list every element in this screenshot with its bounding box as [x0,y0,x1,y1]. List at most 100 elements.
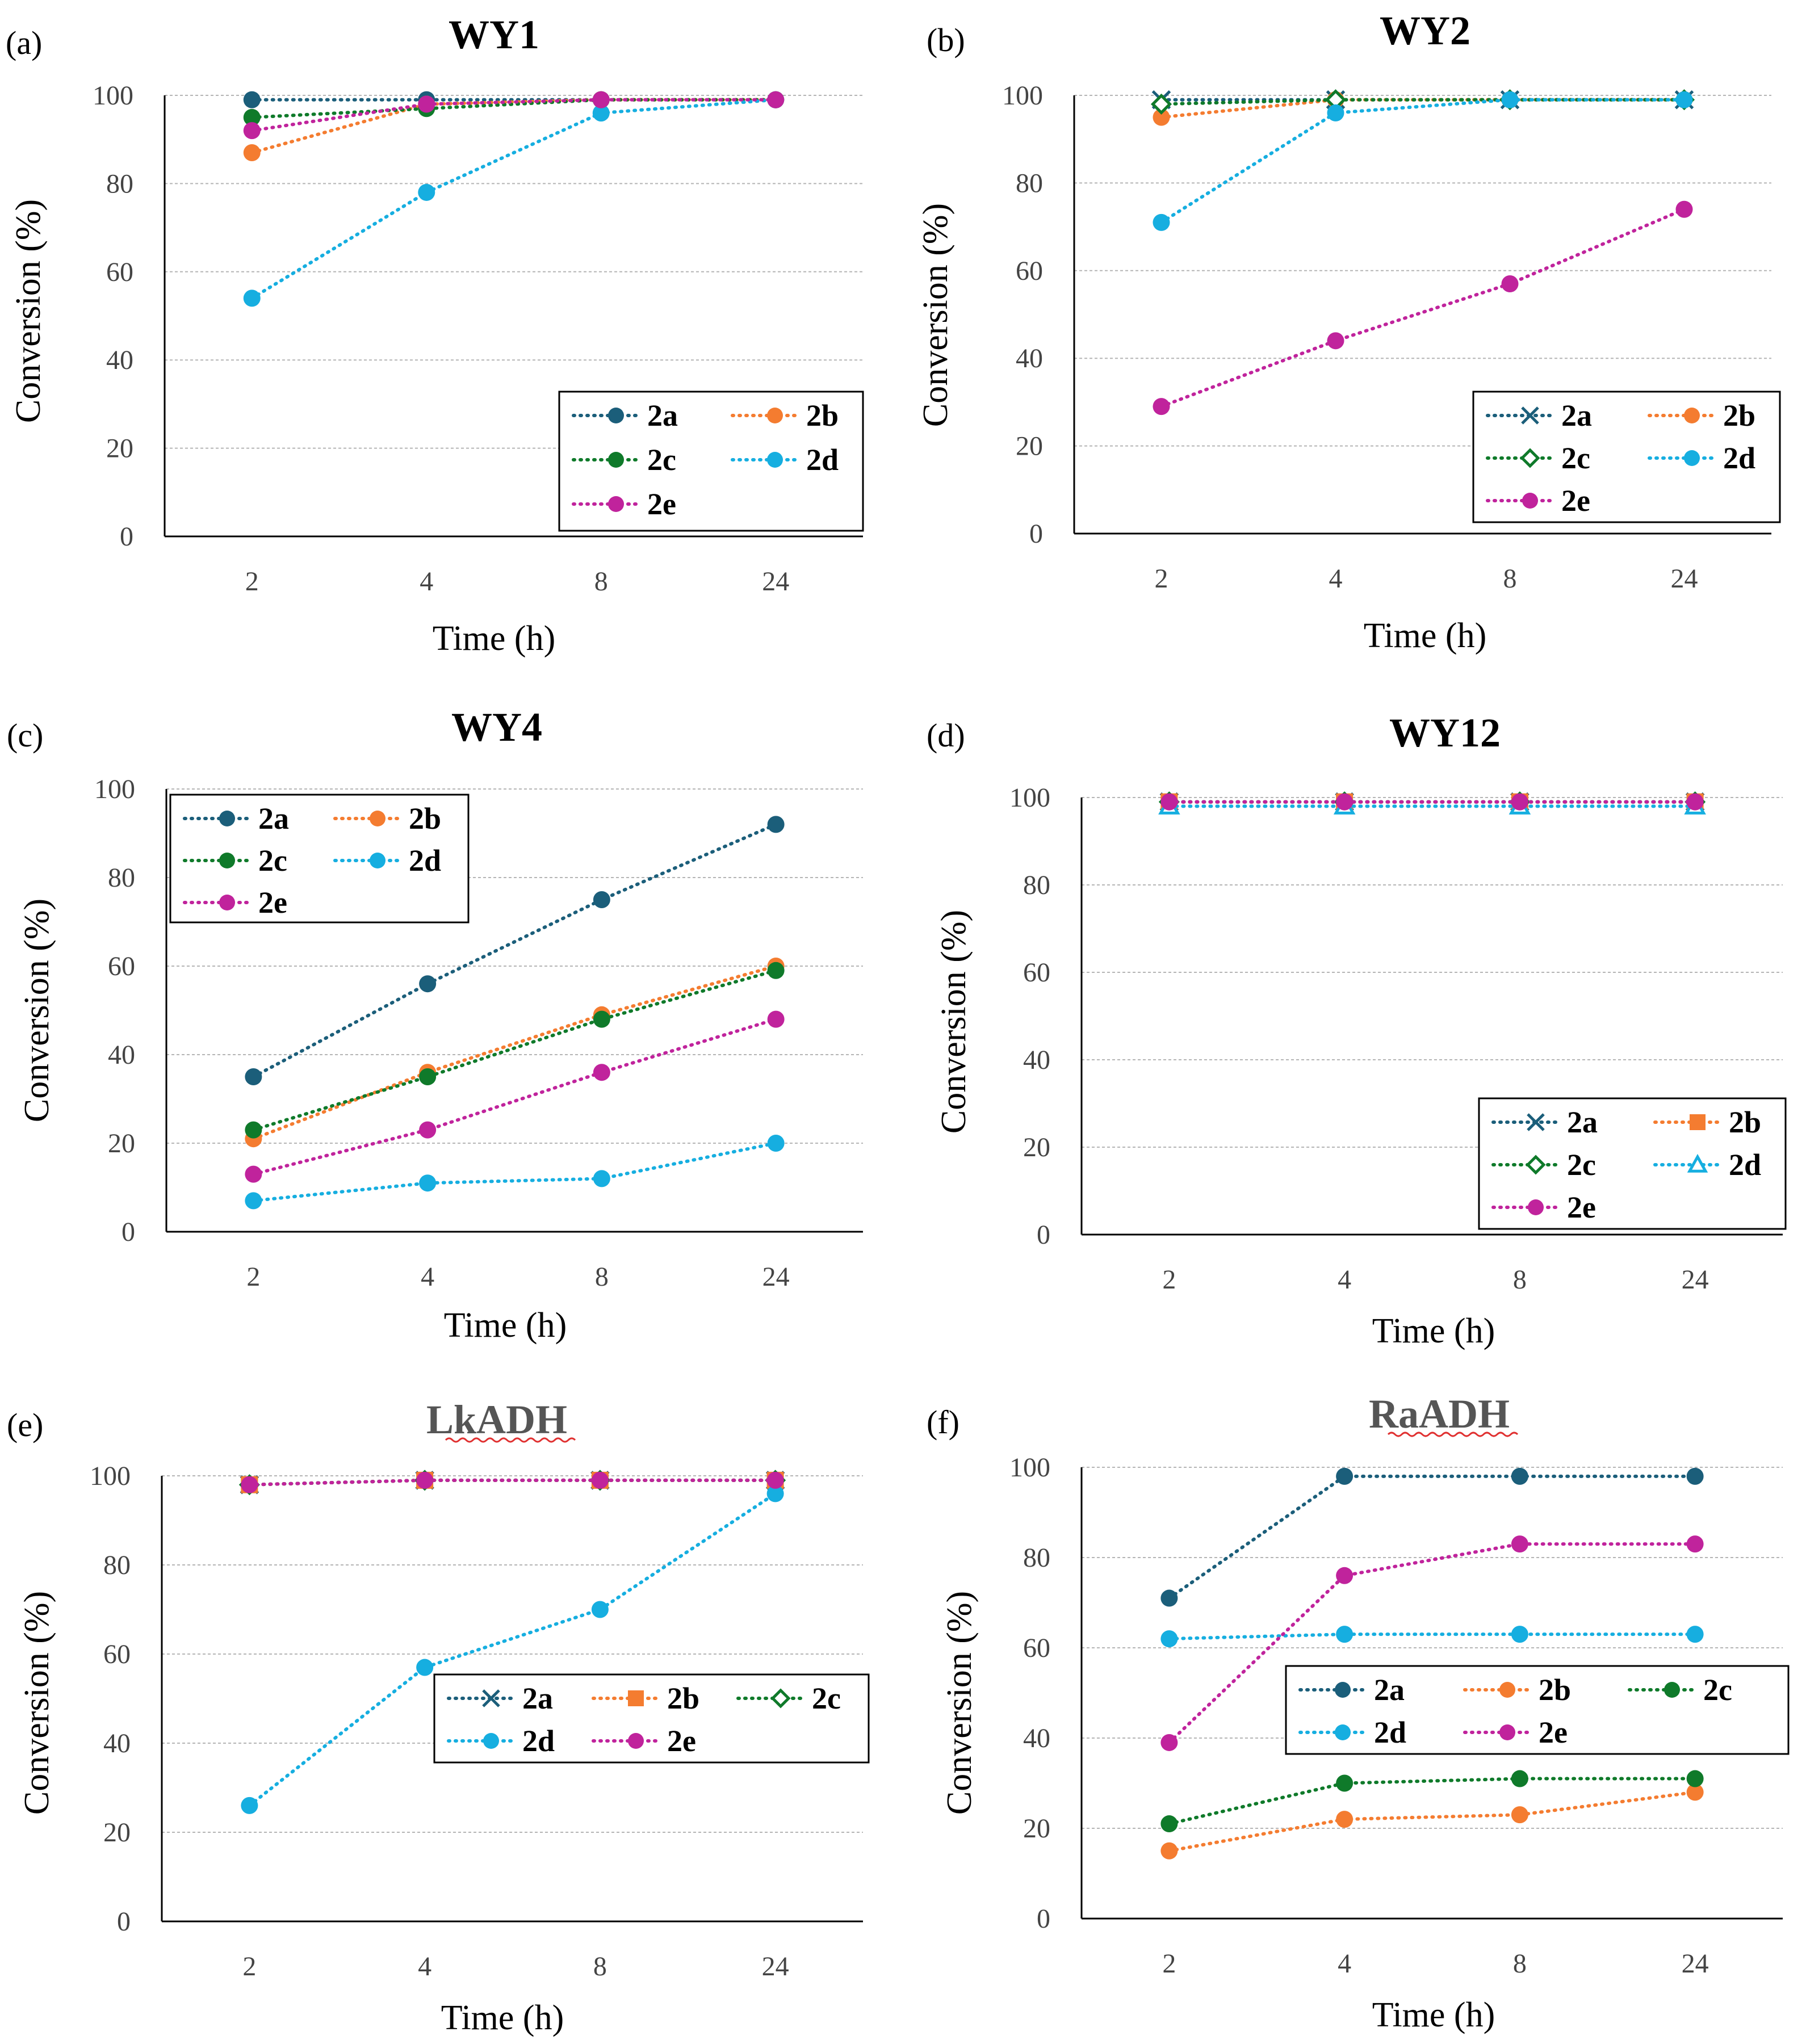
panel-letter: (e) [7,1407,43,1443]
series-2e [1153,200,1693,415]
legend-label: 2a [647,398,678,433]
series-2c [243,91,785,126]
chart-title: RaADH [1369,1391,1510,1437]
legend-marker-2a [1335,1682,1351,1698]
data-point-2d [241,1797,258,1814]
data-point-2a [245,1068,262,1085]
data-point-2d [593,1170,610,1187]
legend-marker-2b [1499,1682,1515,1698]
series-line-2d [250,98,778,300]
legend-marker-2e [1528,1199,1544,1215]
legend: 2a 2b 2c 2d 2e [433,1673,870,1764]
legend-entry-2c: 2c [183,843,287,878]
x-tick-label: 4 [1338,1949,1351,1979]
y-tick-label: 60 [1016,256,1043,286]
series-2b [245,958,785,1148]
legend-label: 2b [409,801,441,836]
y-axis-label: Conversion (%) [9,199,48,423]
y-tick-label: 40 [106,345,133,375]
data-point-2c [1150,93,1172,115]
series-2a [1160,1467,1704,1607]
x-axis-label: Time (h) [444,1306,567,1345]
x-tick-label: 8 [1513,1949,1527,1979]
y-tick-label: 60 [1023,1633,1050,1663]
legend-marker-2b [1684,408,1700,423]
legend-entry-2c: 2c [1628,1673,1732,1707]
x-tick-label: 8 [595,1262,609,1292]
legend-marker-2b [1690,1114,1706,1130]
legend-entry-2e: 2e [572,487,676,521]
series-2b [241,1471,784,1493]
spellcheck-underline [445,1437,576,1443]
data-point-2d [767,1135,785,1152]
y-tick-label: 20 [103,1818,131,1848]
legend-label: 2e [258,885,287,920]
series-2e [1160,1535,1704,1751]
series-line-2b [1159,98,1686,119]
series-2d [1158,795,1706,815]
y-tick-label: 100 [90,1461,131,1491]
panel-letter: (c) [7,717,43,754]
legend-entry-2b: 2b [1463,1673,1571,1707]
legend-entry-2c: 2c [1486,441,1590,475]
data-point-2e [1336,1567,1354,1584]
data-point-2d [1675,91,1693,108]
x-tick-label: 8 [1513,1265,1527,1295]
series-line-2d [1167,1632,1697,1641]
series-line-2b [1167,1790,1697,1853]
legend-label: 2a [1561,398,1592,433]
data-point-2e [1153,398,1170,415]
data-point-2a [243,91,261,108]
data-point-2d [1153,213,1170,231]
series-line-2a [252,822,778,1078]
legend-marker-2a [482,1689,500,1707]
series-2c [1150,89,1695,115]
legend-marker-2d [483,1733,499,1749]
panel-letter: (f) [927,1404,959,1441]
x-tick-label: 8 [594,566,608,597]
legend-entry-2e: 2e [1486,484,1590,518]
legend-entry-2a: 2a [1486,398,1592,433]
legend-marker-2d [1684,450,1700,466]
y-tick-label: 60 [106,257,133,287]
legend-entry-2a: 2a [1491,1105,1598,1139]
data-point-2d [243,289,261,307]
data-point-2c [419,1068,437,1085]
y-tick-label: 80 [108,863,135,893]
data-point-2c [1686,1770,1704,1787]
legend-label: 2e [647,487,676,521]
data-point-2e [593,1064,610,1081]
series-2d [1160,1626,1704,1648]
data-point-2d [245,1192,262,1210]
series-line-2b [250,98,778,155]
legend-marker-2c [770,1688,791,1709]
legend-marker-2d [767,452,783,468]
series-2d [245,1135,785,1210]
x-tick-label: 24 [762,566,789,597]
data-point-2e [1511,1535,1528,1553]
data-point-2e [591,1471,609,1489]
y-tick-label: 40 [1023,1045,1050,1075]
chart-title: WY1 [449,12,539,57]
legend-label: 2a [258,801,289,836]
series-line-2a [1167,1474,1697,1600]
legend-label: 2d [1723,441,1755,475]
series-2b [1160,1783,1704,1860]
data-point-2e [766,1471,784,1489]
legend-label: 2e [1539,1715,1568,1749]
y-tick-label: 0 [121,1217,135,1247]
data-point-2b [1160,1842,1178,1860]
legend-entry-2e: 2e [1463,1715,1568,1749]
data-point-2e [1336,793,1354,811]
y-tick-label: 80 [106,169,133,199]
legend-marker-2d [1687,1153,1708,1173]
data-point-2a [1511,1467,1528,1485]
legend: 2a 2b 2c 2d 2e [1478,1097,1787,1230]
series-line-2e [1167,1542,1697,1744]
x-tick-label: 24 [1682,1265,1709,1295]
data-point-2b [1511,1806,1528,1824]
y-tick-label: 20 [1023,1814,1050,1844]
